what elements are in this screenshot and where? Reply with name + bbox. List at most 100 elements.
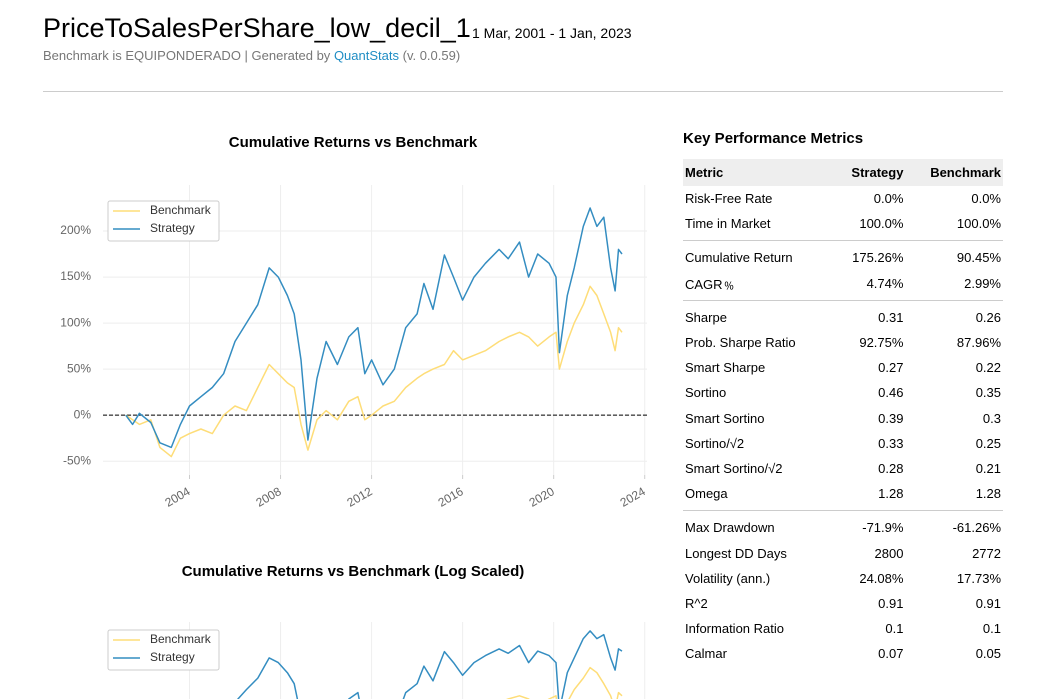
metric-value: 0.3 (982, 410, 1001, 426)
x-tick-label: 2008 (254, 484, 284, 510)
series-line (125, 285, 623, 458)
metric-value: 92.75% (859, 335, 904, 351)
separator-line (683, 510, 1003, 512)
metric-name: Time in Market (685, 216, 771, 232)
charts: Cumulative Returns vs Benchmark 2004 2008 2… (60, 134, 648, 699)
metric-value: 0.27 (878, 360, 904, 376)
metric-value: 0.0% (873, 191, 904, 207)
series-line (506, 666, 623, 699)
header-row: Metric Strategy Benchmark (683, 159, 1003, 186)
metric-value: 100.0% (859, 216, 904, 232)
metrics-body: Risk-Free Rate 0.0% 0.0% Time in Market 100.… (683, 186, 1003, 666)
metric-value: -71.9% (862, 520, 904, 536)
metric-value: 0.28 (878, 460, 904, 476)
metrics-table: Metric Strategy Benchmark Risk-Free Rate 0.… (683, 159, 1003, 666)
metric-name: Volatility (ann.) (685, 570, 771, 586)
metric-value: 0.91 (878, 595, 904, 611)
y-tick-label: 200% (60, 223, 91, 237)
metric-value: 1.28 (878, 486, 904, 502)
metric-row: Max Drawdown -71.9% -61.26% (683, 515, 1003, 540)
metric-value: 24.08% (859, 570, 904, 586)
metric-row: Smart Sharpe 0.27 0.22 (683, 355, 1003, 380)
metric-name: Calmar (685, 646, 727, 662)
metric-value: 90.45% (956, 250, 1001, 266)
metric-value: -61.26% (952, 520, 1001, 536)
metric-row: Risk-Free Rate 0.0% 0.0% (683, 186, 1003, 211)
metric-row: Volatility (ann.) 24.08% 17.73% (683, 566, 1003, 591)
metric-value: 0.91 (975, 595, 1001, 611)
metric-value: 0.21 (975, 460, 1001, 476)
metric-value: 2772 (972, 545, 1001, 561)
metrics-title: Key Performance Metrics (683, 130, 864, 147)
metric-name: Omega (685, 486, 728, 502)
chart-title: Cumulative Returns vs Benchmark (Log Sca… (182, 563, 525, 580)
metric-row: Sortino 0.46 0.35 (683, 380, 1003, 405)
column-header: Benchmark (905, 159, 1003, 186)
legend-label: Benchmark (150, 203, 212, 217)
metric-name: Smart Sortino/√2 (685, 460, 783, 476)
metric-name: Max Drawdown (685, 520, 775, 536)
metric-row: Information Ratio 0.1 0.1 (683, 616, 1003, 641)
metric-name: Longest DD Days (685, 545, 787, 561)
metric-row: R^2 0.91 0.91 (683, 591, 1003, 616)
metric-value: 0.31 (878, 309, 904, 325)
metric-value: 17.73% (956, 570, 1001, 586)
metric-value: 0.25 (975, 435, 1001, 451)
metric-row: Smart Sortino 0.39 0.3 (683, 406, 1003, 431)
metric-value: 1.28 (975, 486, 1001, 502)
x-tick-label: 2016 (436, 484, 466, 510)
metric-value: 0.35 (975, 385, 1001, 401)
metric-name: Sortino (685, 385, 727, 401)
metric-row: Omega 1.28 1.28 (683, 481, 1003, 506)
metric-value: 2800 (874, 545, 904, 561)
report-title: PriceToSalesPerShare_low_decil_1 (43, 13, 471, 43)
benchmark-note: Benchmark is EQUIPONDERADO | Generated b… (43, 48, 331, 63)
metric-row: Prob. Sharpe Ratio 92.75% 87.96% (683, 330, 1003, 355)
metric-value: 0.05 (975, 646, 1001, 662)
metric-value: 0.07 (878, 646, 904, 662)
y-tick-label: 0% (74, 407, 92, 421)
y-tick-label: -50% (63, 453, 91, 467)
date-range: 1 Mar, 2001 - 1 Jan, 2023 (472, 25, 632, 41)
series-line (236, 630, 623, 699)
metric-value: 0.1 (982, 621, 1001, 637)
metric-name: Sharpe (685, 309, 727, 325)
metric-row: Sortino/√2 0.33 0.25 (683, 431, 1003, 456)
separator (683, 296, 1003, 305)
metric-name: Sortino/√2 (685, 435, 745, 451)
separator-row (683, 506, 1003, 515)
legend-label: Strategy (150, 650, 195, 664)
metric-value: 0.33 (878, 435, 904, 451)
y-tick-label: 50% (67, 361, 91, 375)
chart-title: Cumulative Returns vs Benchmark (229, 134, 478, 151)
x-tick-label: 2004 (162, 484, 192, 510)
column-header: Metric (683, 159, 833, 186)
metrics-panel: Key Performance Metrics Metric Strategy Be… (683, 130, 1003, 666)
y-tick-label: 100% (60, 315, 91, 329)
metric-row: Calmar 0.07 0.05 (683, 641, 1003, 666)
metric-value: 0.46 (878, 385, 904, 401)
x-tick-label: 2020 (527, 484, 557, 510)
metric-value: 100.0% (956, 216, 1001, 232)
metric-name: Prob. Sharpe Ratio (685, 335, 796, 351)
divider (43, 91, 1003, 92)
separator-line (683, 299, 1003, 301)
metric-row: Cumulative Return 175.26% 90.45% (683, 245, 1003, 270)
metric-name: Risk-Free Rate (685, 191, 773, 207)
legend-label: Strategy (150, 221, 195, 235)
metric-name: Information Ratio (685, 621, 784, 637)
metric-value: 0.1 (885, 621, 904, 637)
legend: Benchmark Strategy (107, 629, 220, 671)
legend-label: Benchmark (150, 632, 212, 646)
separator (683, 236, 1003, 245)
metric-value: 0.22 (975, 360, 1001, 376)
metric-row: CAGR﹪ 4.74% 2.99% (683, 271, 1003, 296)
metric-value: 0.0% (971, 191, 1001, 207)
x-tick-label: 2012 (345, 484, 375, 510)
y-tick-label: 150% (60, 269, 91, 283)
quantstats-link[interactable]: QuantStats (333, 48, 399, 63)
metric-row: Time in Market 100.0% 100.0% (683, 211, 1003, 236)
metric-name: R^2 (685, 595, 708, 611)
